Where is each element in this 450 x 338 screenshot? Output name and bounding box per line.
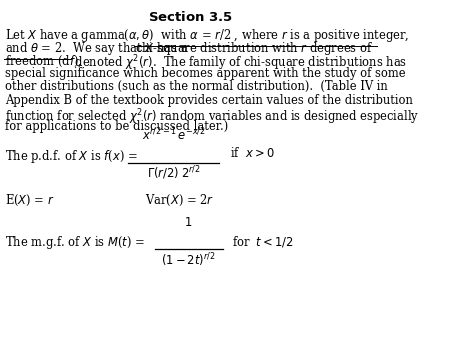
Text: and $\theta$ = 2.  We say that $X$ has a: and $\theta$ = 2. We say that $X$ has a: [5, 40, 189, 57]
Text: $1$: $1$: [184, 216, 193, 230]
Text: function for selected $\chi^2(r)$ random variables and is designed especially: function for selected $\chi^2(r)$ random…: [5, 107, 419, 127]
Text: if  $x > 0$: if $x > 0$: [230, 146, 275, 160]
Text: for  $t < 1/2$: for $t < 1/2$: [232, 234, 294, 248]
Text: $\mathbf{Section\ 3.5}$: $\mathbf{Section\ 3.5}$: [148, 10, 233, 24]
Text: The p.d.f. of $X$ is $f$($x$) =: The p.d.f. of $X$ is $f$($x$) =: [5, 148, 138, 165]
Text: $x^{r/2-1}\,e^{-x/2}$: $x^{r/2-1}\,e^{-x/2}$: [142, 126, 205, 143]
Text: Appendix B of the textbook provides certain values of the distribution: Appendix B of the textbook provides cert…: [5, 94, 413, 106]
Text: special significance which becomes apparent with the study of some: special significance which becomes appar…: [5, 67, 406, 80]
Text: $(1-2t)^{r/2}$: $(1-2t)^{r/2}$: [162, 251, 216, 269]
Text: $\Gamma(r/2)\;2^{r/2}$: $\Gamma(r/2)\;2^{r/2}$: [147, 164, 200, 182]
Text: for applications to be discussed later.): for applications to be discussed later.): [5, 120, 229, 134]
Text: chi-square distribution with $r$ degrees of: chi-square distribution with $r$ degrees…: [135, 40, 373, 57]
Text: Var($X$) = 2$r$: Var($X$) = 2$r$: [145, 193, 214, 208]
Text: freedom (d$f$),: freedom (d$f$),: [5, 53, 82, 69]
Text: other distributions (such as the normal distribution).  (Table IV in: other distributions (such as the normal …: [5, 80, 388, 93]
Text: The m.g.f. of $X$ is $M$($t$) =: The m.g.f. of $X$ is $M$($t$) =: [5, 234, 145, 251]
Text: E($X$) = $r$: E($X$) = $r$: [5, 193, 55, 208]
Text: denoted $\chi^2(r)$.  The family of chi-square distributions has: denoted $\chi^2(r)$. The family of chi-s…: [71, 53, 407, 73]
Text: Let $X$ have a gamma($\alpha,\theta$)  with $\alpha$ = $r$/2 , where $r$ is a po: Let $X$ have a gamma($\alpha,\theta$) wi…: [5, 26, 410, 44]
